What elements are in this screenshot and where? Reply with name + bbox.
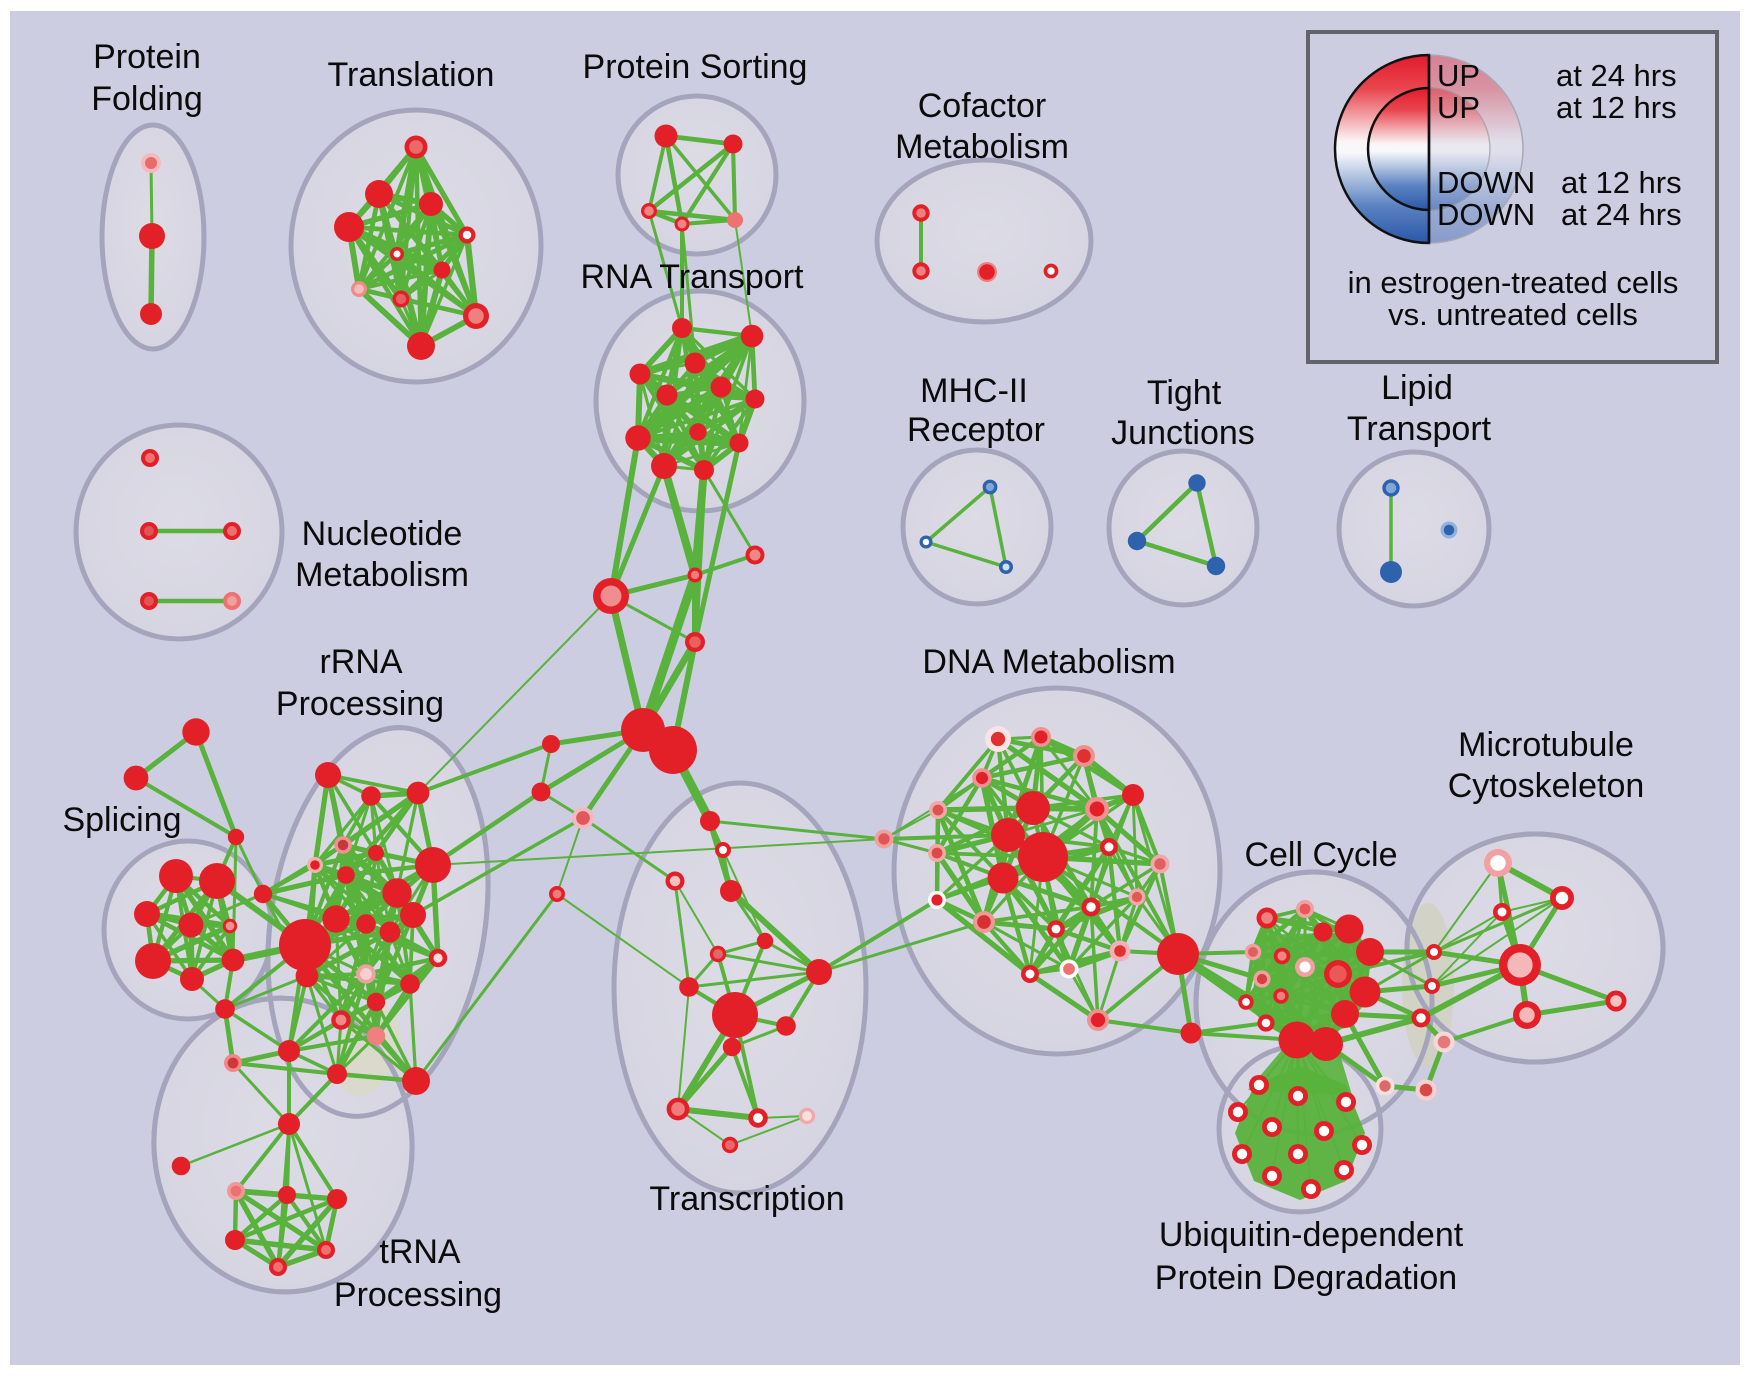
svg-text:MHC-II: MHC-II xyxy=(920,372,1028,410)
svg-text:Microtubule: Microtubule xyxy=(1458,726,1634,764)
svg-text:DOWN: DOWN xyxy=(1437,197,1535,232)
svg-text:Transport: Transport xyxy=(1347,410,1492,448)
svg-text:Tight: Tight xyxy=(1147,374,1222,412)
svg-text:Folding: Folding xyxy=(91,80,203,118)
svg-text:Translation: Translation xyxy=(328,56,495,94)
svg-text:Lipid: Lipid xyxy=(1381,369,1453,407)
svg-text:at 12 hrs: at 12 hrs xyxy=(1561,165,1682,200)
svg-text:in estrogen-treated cells: in estrogen-treated cells xyxy=(1348,265,1679,300)
svg-text:vs. untreated cells: vs. untreated cells xyxy=(1388,297,1638,332)
svg-text:at 24 hrs: at 24 hrs xyxy=(1556,58,1677,93)
svg-text:Protein Sorting: Protein Sorting xyxy=(583,48,808,86)
svg-text:Transcription: Transcription xyxy=(649,1180,844,1218)
svg-text:DNA Metabolism: DNA Metabolism xyxy=(922,643,1175,681)
svg-text:rRNA: rRNA xyxy=(319,643,402,681)
svg-text:tRNA: tRNA xyxy=(379,1233,461,1271)
svg-text:Processing: Processing xyxy=(334,1276,502,1314)
svg-text:Protein Degradation: Protein Degradation xyxy=(1155,1259,1457,1297)
svg-text:Protein: Protein xyxy=(93,38,201,76)
svg-text:at 12 hrs: at 12 hrs xyxy=(1556,90,1677,125)
svg-text:DOWN: DOWN xyxy=(1437,165,1535,200)
svg-text:RNA Transport: RNA Transport xyxy=(581,258,805,296)
svg-text:Cytoskeleton: Cytoskeleton xyxy=(1448,767,1645,805)
svg-text:Receptor: Receptor xyxy=(907,411,1045,449)
svg-text:at 24 hrs: at 24 hrs xyxy=(1561,197,1682,232)
svg-text:Cell Cycle: Cell Cycle xyxy=(1244,836,1397,874)
svg-text:UP: UP xyxy=(1437,90,1480,125)
svg-text:Splicing: Splicing xyxy=(62,801,181,839)
svg-text:Metabolism: Metabolism xyxy=(895,128,1069,166)
svg-text:Cofactor: Cofactor xyxy=(918,87,1047,125)
svg-text:Junctions: Junctions xyxy=(1111,414,1255,452)
svg-text:UP: UP xyxy=(1437,58,1480,93)
svg-text:Ubiquitin-dependent: Ubiquitin-dependent xyxy=(1159,1216,1464,1254)
svg-text:Metabolism: Metabolism xyxy=(295,556,469,594)
svg-text:Nucleotide: Nucleotide xyxy=(302,515,463,553)
svg-text:Processing: Processing xyxy=(276,685,444,723)
